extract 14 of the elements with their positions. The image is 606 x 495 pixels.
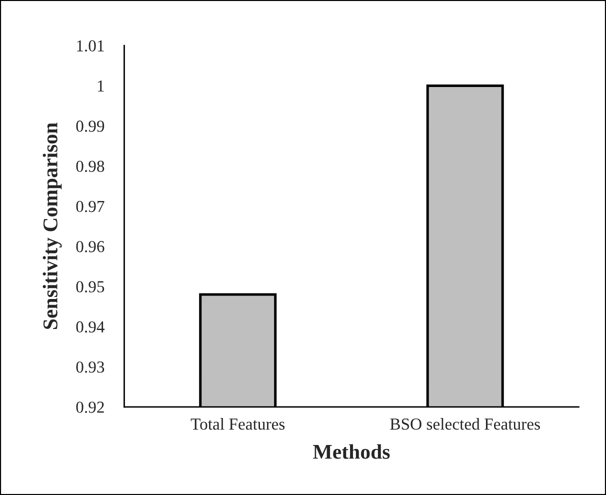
y-tick-label: 0.93: [76, 361, 104, 373]
y-tick-label: 0.92: [76, 402, 104, 413]
x-axis-title: Methods: [313, 444, 390, 459]
y-tick-label: 0.95: [76, 281, 104, 292]
y-tick-label: 0.96: [76, 240, 104, 252]
y-tick-label: 0.98: [76, 160, 104, 172]
x-tick-label: BSO selected Features: [390, 418, 540, 430]
x-tick-label: Total Features: [190, 418, 285, 430]
y-axis-title: Sensitivity Comparison: [42, 122, 62, 329]
y-tick-label: 0.99: [76, 120, 104, 132]
y-tick-label: 0.94: [76, 321, 105, 333]
y-tick-label: 1.01: [77, 40, 104, 52]
y-tick-label: 1: [98, 80, 104, 92]
y-tick-label: 0.97: [76, 200, 104, 212]
